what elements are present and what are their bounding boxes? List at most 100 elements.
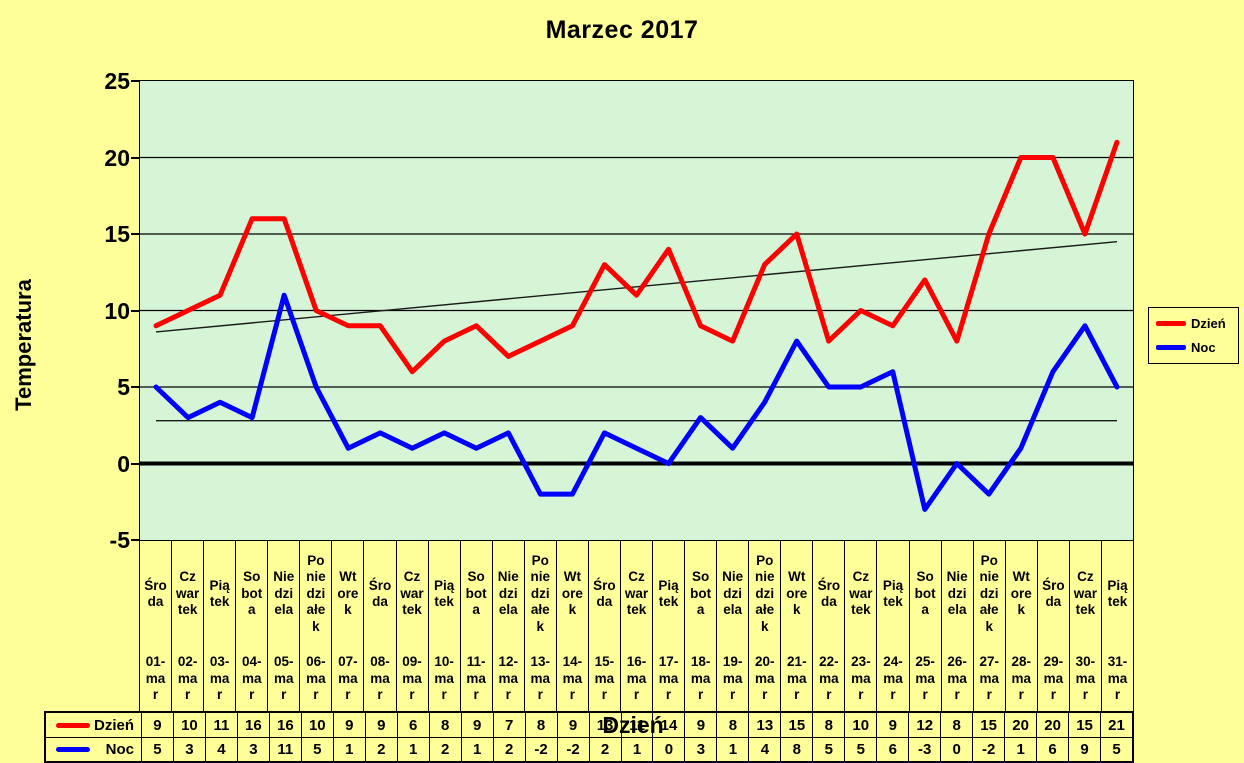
- table-value-cell: 4: [748, 737, 781, 761]
- date-label: 01- ma r: [145, 654, 166, 703]
- table-value-cell: -2: [524, 737, 557, 761]
- weekday-label: Wt ore k: [561, 569, 583, 618]
- y-tick-label: 15: [104, 221, 130, 247]
- category-column: Po nie dzi ałe k 13- ma r: [523, 541, 556, 711]
- category-column: Cz war tek 09- ma r: [395, 541, 428, 711]
- table-value-cell: 9: [141, 713, 173, 737]
- weekday-label: Śro da: [368, 577, 392, 610]
- y-tick-label: 20: [104, 144, 130, 171]
- category-column: So bot a 25- ma r: [908, 541, 941, 711]
- weekday-label: So bot a: [241, 569, 263, 618]
- weekday-label: Po nie dzi ałe k: [306, 552, 326, 634]
- table-value-cell: 1: [332, 737, 365, 761]
- date-label: 11- ma r: [466, 654, 486, 703]
- table-value-cell: 11: [620, 713, 653, 737]
- table-value-cell: 3: [684, 737, 717, 761]
- table-value-cell: 15: [780, 713, 812, 737]
- table-value-cell: 0: [652, 737, 685, 761]
- table-value-cell: 9: [364, 713, 397, 737]
- table-value-cell: 9: [684, 713, 716, 737]
- table-value-cell: 3: [172, 737, 205, 761]
- table-value-cell: 21: [1100, 713, 1132, 737]
- y-tick-label: 5: [117, 374, 130, 400]
- table-row-label: Dzień: [46, 713, 141, 737]
- weekday-label: Śro da: [1042, 577, 1065, 610]
- table-value-cell: 1: [620, 737, 653, 761]
- weekday-label: So bot a: [914, 569, 936, 618]
- date-label: 08- ma r: [370, 654, 390, 703]
- table-value-cell: 9: [460, 713, 493, 737]
- y-tick-mark: [131, 539, 140, 541]
- date-label: 23- ma r: [851, 654, 871, 703]
- weekday-label: Cz war tek: [624, 569, 649, 618]
- date-label: 28- ma r: [1011, 654, 1032, 703]
- category-column: Pią tek 31- ma r: [1100, 541, 1133, 711]
- category-column: Wt ore k 07- ma r: [331, 541, 363, 711]
- weekday-label: Pią tek: [658, 577, 679, 610]
- weekday-label: Pią tek: [1107, 577, 1128, 610]
- date-label: 16- ma r: [626, 654, 647, 703]
- data-table: Dzień 9 10 11 16 16 10 9 9 6 8 9 7 8 9 13 11 14 9 8 13 15 8 10 9…: [44, 711, 1134, 763]
- table-value-cell: 15: [972, 713, 1004, 737]
- category-column: Nie dzi ela 19- ma r: [716, 541, 748, 711]
- category-column: Cz war tek 23- ma r: [844, 541, 876, 711]
- table-value-cell: 9: [332, 713, 365, 737]
- date-label: 30- ma r: [1075, 654, 1096, 703]
- table-value-cell: 0: [940, 737, 973, 761]
- date-label: 18- ma r: [690, 654, 711, 703]
- table-value-cell: 8: [716, 713, 748, 737]
- category-column: Po nie dzi ałe k 06- ma r: [299, 541, 331, 711]
- category-column: Śro da 01- ma r: [139, 541, 171, 711]
- category-column: Cz war tek 16- ma r: [619, 541, 652, 711]
- weekday-label: Cz war tek: [400, 569, 424, 618]
- weekday-label: Nie dzi ela: [497, 569, 519, 618]
- table-value-cell: 9: [1068, 737, 1101, 761]
- weekday-label: Pią tek: [882, 577, 904, 610]
- date-label: 12- ma r: [498, 654, 518, 703]
- table-value-cell: 2: [364, 737, 397, 761]
- legend-line-sample-dzien: [1156, 321, 1186, 327]
- legend-line-sample-noc: [1156, 344, 1186, 350]
- legend-label-noc: Noc: [1191, 339, 1216, 355]
- y-tick-mark: [131, 309, 140, 312]
- weekday-label: Po nie dzi ałe k: [754, 552, 775, 634]
- table-value-cell: 5: [1100, 737, 1132, 761]
- series-swatch: [56, 747, 90, 752]
- category-column: Nie dzi ela 12- ma r: [491, 541, 524, 711]
- table-value-cell: 11: [204, 713, 237, 737]
- date-label: 03- ma r: [209, 654, 230, 703]
- table-value-cell: 8: [780, 737, 813, 761]
- y-tick-label: 0: [117, 450, 130, 477]
- table-value-cell: -2: [556, 737, 589, 761]
- date-label: 22- ma r: [819, 654, 839, 703]
- table-value-cell: 9: [876, 713, 908, 737]
- table-value-cell: 5: [300, 737, 333, 761]
- date-label: 14- ma r: [562, 654, 583, 703]
- y-tick-mark: [131, 156, 140, 159]
- table-value-cell: 16: [236, 713, 269, 737]
- plot-area: [139, 80, 1134, 541]
- date-label: 31- ma r: [1107, 654, 1128, 703]
- category-column: Cz war tek 30- ma r: [1068, 541, 1101, 711]
- date-label: 20- ma r: [754, 654, 775, 703]
- category-column: Nie dzi ela 05- ma r: [267, 541, 299, 711]
- y-tick-mark: [131, 386, 140, 388]
- table-value-cell: 14: [652, 713, 684, 737]
- weekday-label: Cz war tek: [175, 569, 200, 618]
- table-value-cell: 10: [172, 713, 205, 737]
- plot-svg: [140, 139, 1133, 512]
- weekday-label: Śro da: [593, 577, 616, 610]
- date-label: 15- ma r: [594, 654, 615, 703]
- date-label: 21- ma r: [787, 654, 807, 703]
- table-value-cell: 13: [748, 713, 780, 737]
- table-value-cell: 1: [1004, 737, 1037, 761]
- category-column: Nie dzi ela 26- ma r: [940, 541, 973, 711]
- table-value-cell: 20: [1004, 713, 1036, 737]
- table-value-cell: 2: [428, 737, 461, 761]
- table-row-label-text: Dzień: [93, 716, 134, 734]
- category-column: Śro da 22- ma r: [812, 541, 844, 711]
- table-value-cell: 3: [236, 737, 269, 761]
- weekday-label: Wt ore k: [1010, 569, 1032, 618]
- table-value-cell: 6: [1036, 737, 1069, 761]
